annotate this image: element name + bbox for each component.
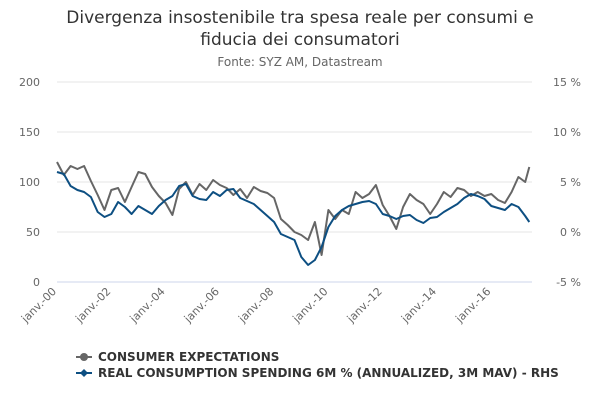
chart-title-line-2: fiducia dei consumatori <box>200 30 399 50</box>
left-tick-label: 100 <box>19 176 40 189</box>
right-tick-label: 15 % <box>553 76 581 89</box>
x-tick-label: janv.-04 <box>127 285 168 326</box>
chart-title-line-1: Divergenza insostenibile tra spesa reale… <box>66 8 533 28</box>
legend[interactable]: CONSUMER EXPECTATIONS REAL CONSUMPTION SP… <box>76 350 559 380</box>
series-line-2 <box>56 171 531 266</box>
legend-item-1[interactable]: CONSUMER EXPECTATIONS <box>76 350 279 364</box>
x-tick-label: janv.-06 <box>181 285 222 326</box>
chart-subtitle: Fonte: SYZ AM, Datastream <box>217 55 382 69</box>
right-axis: -5 % 0 % 5 % 10 % 15 % <box>553 76 581 289</box>
x-tick-label: janv.-14 <box>398 285 439 326</box>
right-tick-label: -5 % <box>556 276 581 289</box>
series-line-1 <box>56 161 531 256</box>
legend-circle-marker <box>80 353 88 361</box>
x-tick-label: janv.-00 <box>18 285 59 326</box>
x-axis: janv.-00 janv.-02 janv.-04 janv.-06 janv.-08… <box>18 285 493 326</box>
right-tick-label: 0 % <box>560 226 581 239</box>
x-tick-label: janv.-16 <box>452 285 493 326</box>
x-tick-label: janv.-02 <box>72 285 113 326</box>
legend-label: REAL CONSUMPTION SPENDING 6M % (ANNUALIZ… <box>98 366 559 380</box>
left-tick-label: 150 <box>19 126 40 139</box>
x-tick-label: janv.-08 <box>235 285 276 326</box>
x-tick-label: janv.-10 <box>290 285 331 326</box>
left-axis: 0 50 100 150 200 <box>19 76 40 289</box>
x-tick-label: janv.-12 <box>344 285 385 326</box>
right-tick-label: 5 % <box>560 176 581 189</box>
legend-item-2[interactable]: REAL CONSUMPTION SPENDING 6M % (ANNUALIZ… <box>76 366 559 380</box>
plot-area <box>56 161 531 266</box>
legend-diamond-marker <box>80 369 88 377</box>
right-tick-label: 10 % <box>553 126 581 139</box>
left-tick-label: 50 <box>26 226 40 239</box>
gridlines <box>57 81 532 283</box>
left-tick-label: 0 <box>33 276 40 289</box>
left-tick-label: 200 <box>19 76 40 89</box>
legend-label: CONSUMER EXPECTATIONS <box>98 350 279 364</box>
